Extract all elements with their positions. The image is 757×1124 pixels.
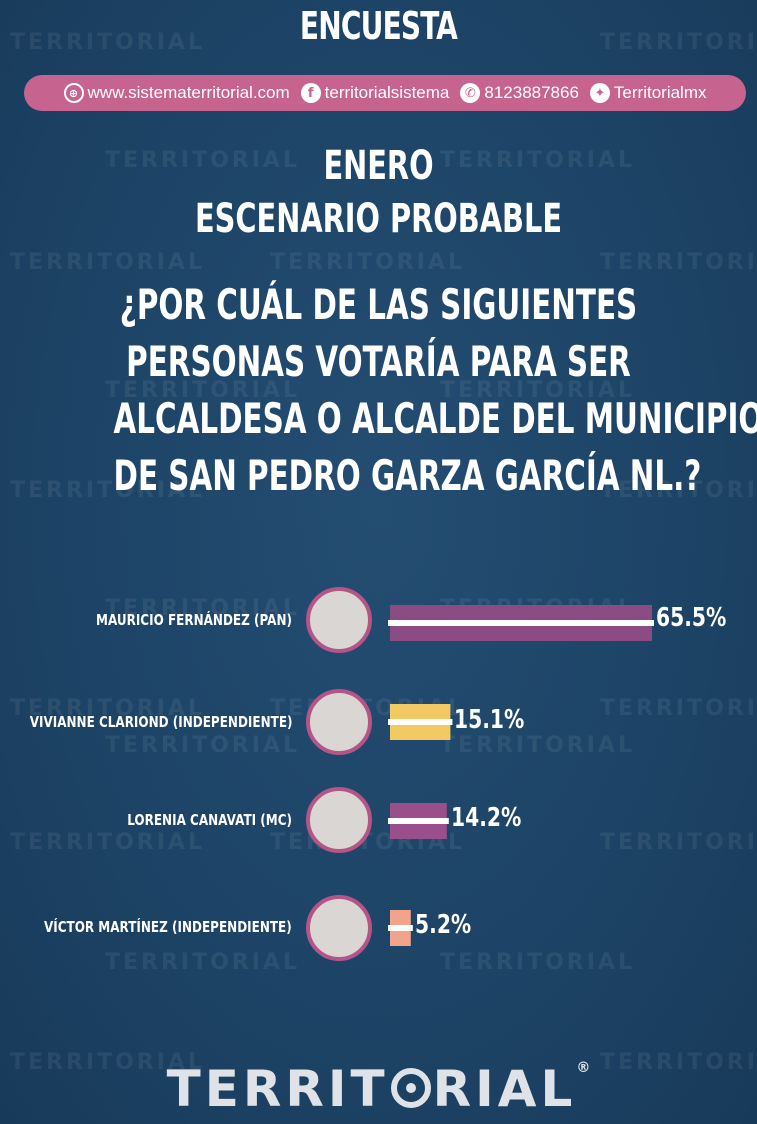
watermark-text: TERRITORIAL	[600, 250, 757, 275]
facebook-icon: f	[300, 83, 321, 103]
logo-target-icon	[390, 1068, 431, 1108]
question-line: PERSONAS VOTARÍA PARA SER	[126, 337, 631, 386]
twitter-icon: ✦	[589, 83, 610, 103]
survey-question: ¿POR CUÁL DE LAS SIGUIENTES PERSONAS VOT…	[113, 276, 757, 504]
watermark-text: TERRITORIAL	[270, 250, 465, 275]
bar-stripe	[388, 719, 453, 725]
category-label: LORENIA CANAVATI (MC)	[127, 811, 292, 829]
watermark-text: TERRITORIAL	[10, 1050, 205, 1075]
watermark-text: TERRITORIAL	[105, 596, 300, 621]
watermark-text: TERRITORIAL	[10, 478, 205, 503]
website-link[interactable]: ⊕ www.sistematerritorial.com	[63, 83, 290, 103]
bar-stripe	[388, 818, 449, 824]
watermark-text: TERRITORIAL	[440, 378, 635, 403]
watermark-text: TERRITORIAL	[440, 950, 635, 975]
watermark-text: TERRITORIAL	[440, 733, 635, 758]
logo-text-end: RIAL	[432, 1060, 577, 1118]
category-label: VÍCTOR MARTÍNEZ (INDEPENDIENTE)	[44, 918, 292, 936]
data-label: 14.2%	[450, 803, 522, 833]
avatar-photo	[306, 587, 372, 653]
bar-stripe	[388, 925, 413, 931]
watermark-text: TERRITORIAL	[105, 148, 300, 173]
data-label: 5.2%	[414, 910, 472, 940]
facebook-link[interactable]: f territorialsistema	[300, 83, 450, 103]
month-heading: ENERO	[323, 143, 434, 189]
question-line: ¿POR CUÁL DE LAS SIGUIENTES	[119, 280, 638, 329]
watermark-text: TERRITORIAL	[105, 733, 300, 758]
twitter-link[interactable]: ✦ Territorialmx	[589, 83, 707, 103]
watermark-text: TERRITORIAL	[105, 378, 300, 403]
avatar-photo	[306, 689, 372, 755]
watermark-text: TERRITORIAL	[10, 30, 205, 55]
avatar-photo	[306, 787, 372, 853]
facebook-text: territorialsistema	[324, 83, 450, 102]
social-links-bar: ⊕ www.sistematerritorial.com f territori…	[24, 75, 746, 111]
watermark-text: TERRITORIAL	[10, 830, 205, 855]
page-title: ENCUESTA	[299, 4, 458, 48]
logo-text-start: TERRIT	[166, 1060, 389, 1118]
watermark-text: TERRITORIAL	[600, 478, 757, 503]
globe-icon: ⊕	[63, 83, 84, 103]
registered-mark: ®	[576, 1060, 591, 1076]
watermark-text: TERRITORIAL	[440, 148, 635, 173]
watermark-text: TERRITORIAL	[105, 950, 300, 975]
question-line: DE SAN PEDRO GARZA GARCÍA NL.?	[113, 451, 702, 500]
data-label: 15.1%	[454, 705, 525, 735]
category-label: MAURICIO FERNÁNDEZ (PAN)	[96, 611, 292, 629]
avatar-photo	[306, 895, 372, 961]
watermark-text: TERRITORIAL	[600, 830, 757, 855]
watermark-text: TERRITORIAL	[600, 696, 757, 721]
whatsapp-text: 8123887866	[484, 83, 579, 102]
twitter-text: Territorialmx	[613, 83, 707, 102]
watermark-text: TERRITORIAL	[600, 1050, 757, 1075]
scenario-heading: ESCENARIO PROBABLE	[194, 196, 562, 242]
watermark-text: TERRITORIAL	[10, 250, 205, 275]
category-label: VIVIANNE CLARIOND (INDEPENDIENTE)	[29, 713, 292, 731]
bar-stripe	[388, 620, 654, 626]
watermark-text: TERRITORIAL	[10, 696, 205, 721]
website-text: www.sistematerritorial.com	[87, 83, 290, 102]
whatsapp-icon: ✆	[460, 83, 481, 103]
whatsapp-link[interactable]: ✆ 8123887866	[460, 83, 579, 103]
brand-logo: TERRIT RIAL®	[0, 1060, 757, 1118]
data-label: 65.5%	[656, 603, 727, 633]
watermark-text: TERRITORIAL	[600, 30, 757, 55]
